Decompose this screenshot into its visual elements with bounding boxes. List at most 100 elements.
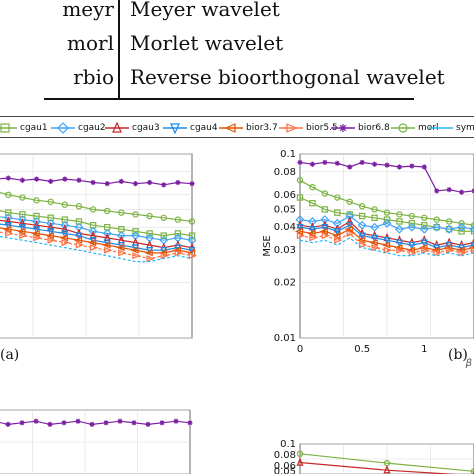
data-point: [75, 203, 83, 210]
data-point: [458, 220, 465, 227]
series-line: [0, 420, 191, 426]
series-line: [299, 215, 474, 230]
data-point: [371, 206, 378, 213]
table-key: morl: [67, 31, 114, 55]
legend-swatch-cgau2: [51, 122, 75, 134]
data-point: [434, 188, 440, 194]
legend-label: cgau3: [132, 123, 160, 133]
data-point: [445, 218, 453, 225]
data-point: [309, 184, 316, 191]
data-point: [382, 218, 392, 228]
data-point: [174, 216, 182, 223]
data-point: [188, 252, 198, 260]
data-point: [295, 215, 305, 225]
data-point: [118, 209, 125, 216]
data-point: [130, 246, 139, 254]
data-point: [75, 232, 83, 241]
series-line: [299, 224, 474, 249]
legend-label: bior5.5: [306, 123, 338, 133]
data-point: [19, 211, 26, 218]
panel-label-b: (b): [448, 347, 468, 363]
data-point: [296, 457, 304, 466]
data-point: [296, 232, 306, 240]
chart-legend: cgau1 cgau2 cgau3 cgau4 bior3.7 bior5.5 bior6.…: [0, 116, 474, 138]
data-point: [458, 249, 467, 257]
x-tick-label: 1: [421, 344, 427, 355]
legend-marker: [339, 124, 347, 132]
series-cgau1: [0, 209, 196, 239]
data-point: [396, 164, 403, 170]
data-point: [421, 214, 428, 222]
table-key: rbio: [73, 65, 114, 89]
legend-label: morl: [418, 123, 439, 133]
series-line: [0, 177, 193, 186]
data-point: [131, 420, 137, 426]
data-point: [47, 228, 55, 237]
data-point: [334, 209, 341, 216]
data-point: [369, 239, 378, 247]
data-point: [132, 211, 139, 218]
data-point: [61, 230, 69, 239]
data-point: [145, 421, 151, 427]
series-line: [0, 231, 193, 260]
series-morl: [0, 191, 196, 225]
data-point: [309, 161, 316, 167]
data-point: [160, 232, 167, 239]
data-point: [408, 249, 418, 257]
data-point: [296, 224, 304, 233]
series-cgau4: [0, 222, 196, 256]
data-point: [188, 218, 196, 225]
data-point: [146, 212, 153, 220]
legend-marker: [0, 123, 10, 133]
chart-panel-b: 0.1 0.08 0.06 0.05 0.04 0.03 0.02 0.010 0.5 1 MSE β: [262, 149, 474, 369]
data-point: [5, 229, 14, 237]
data-point: [33, 226, 41, 235]
legend-marker: [224, 123, 236, 133]
y-tick-label: 0.03: [274, 245, 296, 256]
data-point: [296, 177, 304, 184]
table-desc: Reverse bioorthogonal wavelet: [130, 65, 445, 89]
data-point: [61, 239, 70, 247]
data-point: [18, 218, 26, 227]
data-point: [296, 194, 304, 201]
data-point: [296, 450, 304, 458]
data-point: [307, 229, 316, 237]
data-point: [381, 241, 391, 249]
data-point: [396, 218, 403, 225]
data-point: [345, 211, 355, 221]
data-point: [383, 465, 391, 474]
data-point: [5, 421, 11, 427]
data-point: [104, 181, 110, 187]
data-point: [117, 418, 123, 424]
data-point: [371, 161, 378, 167]
data-point: [470, 246, 474, 254]
data-point: [19, 177, 25, 183]
legend-marker: [170, 123, 180, 134]
data-point: [409, 163, 415, 169]
data-point: [308, 226, 316, 235]
series-sym2: [0, 235, 193, 263]
data-point: [344, 225, 353, 233]
chart-panel-a: [0, 153, 198, 339]
y-tick-label: 0.04: [274, 222, 296, 233]
series-line: [299, 453, 474, 472]
data-point: [347, 164, 353, 170]
data-point: [90, 179, 96, 186]
data-point: [458, 189, 465, 195]
data-point: [420, 239, 428, 248]
data-point: [334, 194, 341, 201]
data-point: [332, 232, 341, 240]
data-point: [4, 216, 12, 225]
data-point: [383, 216, 391, 223]
data-point: [102, 229, 112, 238]
data-point: [132, 228, 139, 235]
legend-label: cgau1: [20, 123, 48, 133]
data-point: [5, 209, 12, 216]
legend-swatch-cgau3: [105, 122, 129, 133]
data-point: [346, 216, 354, 225]
data-point: [445, 246, 455, 254]
data-point: [88, 226, 98, 236]
data-point: [321, 224, 329, 233]
data-point: [174, 230, 182, 237]
panel-label-a: (a): [0, 347, 20, 363]
